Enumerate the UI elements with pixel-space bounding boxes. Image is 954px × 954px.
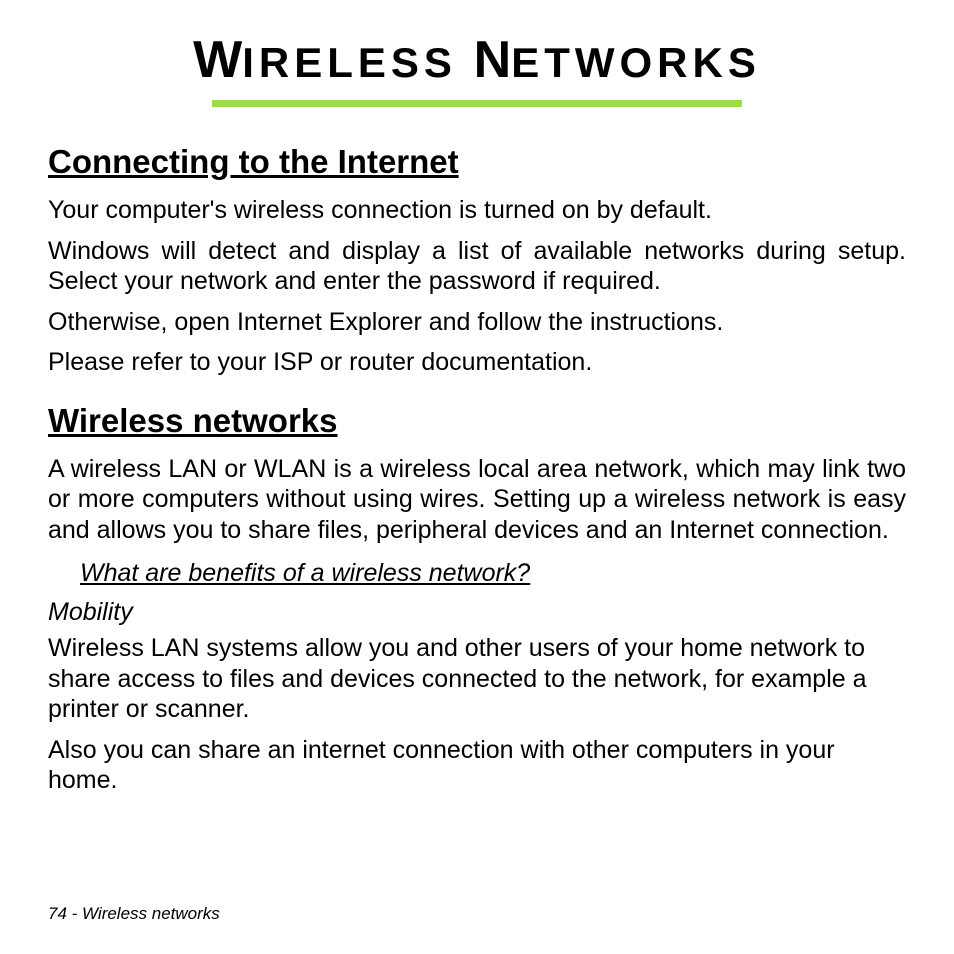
title-word1-initial: W — [193, 31, 242, 89]
section2-sublabel: Mobility — [48, 598, 906, 627]
section1-paragraph-2: Windows will detect and display a list o… — [48, 236, 906, 297]
section1-heading: Connecting to the Internet — [48, 143, 906, 181]
title-underline — [212, 100, 742, 107]
section2-paragraph-1: A wireless LAN or WLAN is a wireless loc… — [48, 454, 906, 546]
title-word2-initial: N — [474, 31, 512, 89]
section1-paragraph-3: Otherwise, open Internet Explorer and fo… — [48, 307, 906, 338]
title-word2-rest: ETWORKS — [511, 39, 761, 86]
section2-paragraph-3: Also you can share an internet connectio… — [48, 735, 906, 796]
page-footer: 74 - Wireless networks — [48, 904, 220, 924]
section2-subheading: What are benefits of a wireless network? — [80, 559, 906, 588]
section2-paragraph-2: Wireless LAN systems allow you and other… — [48, 633, 906, 725]
page-title: WIRELESS NETWORKS — [48, 30, 906, 90]
section2-heading: Wireless networks — [48, 402, 906, 440]
section1-paragraph-4: Please refer to your ISP or router docum… — [48, 347, 906, 378]
title-word1-rest: IRELESS — [242, 39, 457, 86]
section1-paragraph-1: Your computer's wireless connection is t… — [48, 195, 906, 226]
